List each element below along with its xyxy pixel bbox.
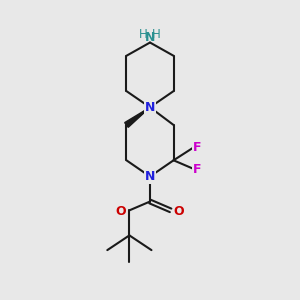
Text: N: N xyxy=(145,170,155,183)
Text: N: N xyxy=(145,101,155,114)
Text: F: F xyxy=(193,163,201,176)
Text: F: F xyxy=(193,141,201,154)
Text: N: N xyxy=(145,31,155,44)
Text: O: O xyxy=(173,205,184,218)
Text: O: O xyxy=(116,205,127,218)
Polygon shape xyxy=(125,107,150,127)
Text: H: H xyxy=(152,28,161,41)
Text: H: H xyxy=(139,28,148,41)
